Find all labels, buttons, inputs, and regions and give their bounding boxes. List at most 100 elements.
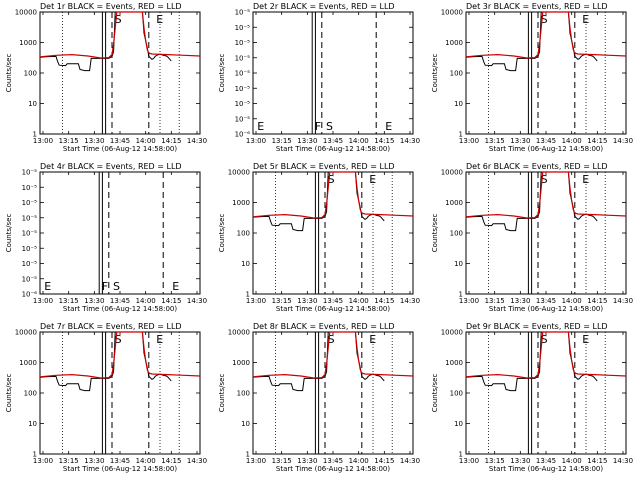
- series-line-events: [253, 172, 385, 232]
- x-tick-label: 13:15: [485, 457, 505, 465]
- x-axis-label: Start Time (06-Aug-12 14:58:00): [63, 145, 177, 153]
- y-tick-label: 10⁻⁵: [235, 115, 251, 123]
- x-tick-label: 14:15: [161, 137, 181, 145]
- series-line-lld: [40, 12, 200, 59]
- y-axis-label: Counts/sec: [431, 374, 439, 413]
- marker-E: E: [156, 333, 163, 346]
- x-tick-label: 14:00: [136, 297, 156, 305]
- x-tick-label: 13:45: [536, 457, 556, 465]
- y-tick-label: 1: [246, 291, 250, 299]
- x-tick-label: 13:00: [246, 457, 266, 465]
- plot-frame: [252, 331, 414, 455]
- x-tick-label: 13:00: [33, 457, 53, 465]
- plot-frame: [39, 171, 201, 295]
- x-tick-label: 14:00: [562, 457, 582, 465]
- marker-E: E: [385, 120, 392, 133]
- panel-title: Det 4r BLACK = Events, RED = LLD: [40, 162, 182, 171]
- y-tick-label: 1000: [445, 359, 463, 367]
- x-tick-label: 13:30: [84, 457, 104, 465]
- x-tick-label: 14:00: [349, 137, 369, 145]
- series-line-lld: [253, 172, 413, 219]
- series-group: [40, 332, 200, 392]
- y-tick-label: 100: [24, 70, 37, 78]
- y-tick-label: 10⁻⁵: [235, 85, 251, 93]
- y-axis-label: Counts/sec: [5, 54, 13, 93]
- x-tick-label: 14:30: [187, 297, 207, 305]
- plot-frame: [252, 11, 414, 135]
- x-tick-label: 14:00: [349, 457, 369, 465]
- marker-F: F: [102, 280, 108, 293]
- x-tick-label: 13:45: [536, 297, 556, 305]
- x-tick-label: 14:00: [562, 137, 582, 145]
- x-tick-label: 14:00: [562, 297, 582, 305]
- panel-title: Det 6r BLACK = Events, RED = LLD: [466, 162, 608, 171]
- marker-E: E: [582, 173, 589, 186]
- x-tick-label: 13:45: [323, 457, 343, 465]
- series-group: [253, 172, 413, 232]
- y-tick-label: 1: [33, 451, 37, 459]
- x-tick-label: 14:15: [587, 457, 607, 465]
- y-tick-label: 1000: [445, 39, 463, 47]
- y-tick-label: 10: [454, 420, 463, 428]
- chart-panel-3: Det 3r BLACK = Events, RED = LLD 13:00 13:…: [431, 2, 633, 153]
- marker-E: E: [582, 333, 589, 346]
- marker-S: S: [113, 280, 120, 293]
- x-tick-label: 13:30: [297, 457, 317, 465]
- plot-frame: [465, 11, 627, 135]
- x-tick-label: 13:45: [110, 457, 130, 465]
- y-tick-label: 1: [246, 451, 250, 459]
- marker-E: E: [156, 13, 163, 26]
- y-tick-label: 100: [237, 390, 250, 398]
- y-tick-label: 10⁻⁶: [235, 131, 251, 139]
- x-axis-label: Start Time (06-Aug-12 14:58:00): [489, 145, 603, 153]
- x-tick-label: 13:00: [459, 457, 479, 465]
- marker-S: S: [328, 333, 335, 346]
- x-axis-label: Start Time (06-Aug-12 14:58:00): [276, 465, 390, 473]
- y-tick-label: 10⁻⁵: [235, 39, 251, 47]
- y-tick-label: 10: [454, 100, 463, 108]
- y-tick-label: 10: [454, 260, 463, 268]
- x-tick-label: 14:30: [400, 457, 420, 465]
- chart-panel-6: Det 6r BLACK = Events, RED = LLD 13:00 13:…: [431, 162, 633, 313]
- chart-panel-4: Det 4r BLACK = Events, RED = LLD 13:00 13:…: [5, 162, 207, 313]
- y-tick-label: 10000: [228, 329, 250, 337]
- marker-S: S: [541, 333, 548, 346]
- y-tick-label: 1000: [19, 39, 37, 47]
- y-tick-label: 1000: [232, 199, 250, 207]
- y-tick-label: 10000: [15, 9, 37, 17]
- marker-E: E: [582, 13, 589, 26]
- panel-title: Det 1r BLACK = Events, RED = LLD: [40, 2, 182, 11]
- y-tick-label: 1: [459, 131, 463, 139]
- series-line-events: [40, 332, 172, 392]
- series-line-events: [466, 172, 598, 232]
- plot-frame: [39, 331, 201, 455]
- x-tick-label: 13:30: [84, 297, 104, 305]
- series-line-events: [40, 12, 172, 72]
- y-tick-label: 10⁻⁵: [22, 230, 38, 238]
- y-tick-label: 1000: [445, 199, 463, 207]
- marker-E: E: [257, 120, 264, 133]
- y-tick-label: 10: [241, 420, 250, 428]
- panel-title: Det 8r BLACK = Events, RED = LLD: [253, 322, 395, 331]
- series-line-events: [253, 332, 385, 392]
- y-tick-label: 10⁻⁶: [22, 291, 38, 299]
- x-tick-label: 14:00: [136, 457, 156, 465]
- x-tick-label: 14:30: [613, 297, 633, 305]
- y-tick-label: 10000: [441, 329, 463, 337]
- y-tick-label: 100: [450, 230, 463, 238]
- y-tick-label: 100: [24, 390, 37, 398]
- x-tick-label: 13:00: [33, 297, 53, 305]
- y-tick-label: 10⁻⁵: [22, 260, 38, 268]
- marker-E: E: [369, 173, 376, 186]
- x-tick-label: 13:15: [485, 137, 505, 145]
- y-axis-label: Counts/sec: [431, 214, 439, 253]
- x-tick-label: 14:15: [374, 297, 394, 305]
- x-axis-label: Start Time (06-Aug-12 14:58:00): [63, 305, 177, 313]
- y-tick-label: 10: [28, 100, 37, 108]
- series-group: [466, 172, 626, 232]
- marker-F: F: [315, 120, 321, 133]
- x-tick-label: 13:15: [272, 457, 292, 465]
- x-tick-label: 14:00: [349, 297, 369, 305]
- y-tick-label: 10000: [441, 169, 463, 177]
